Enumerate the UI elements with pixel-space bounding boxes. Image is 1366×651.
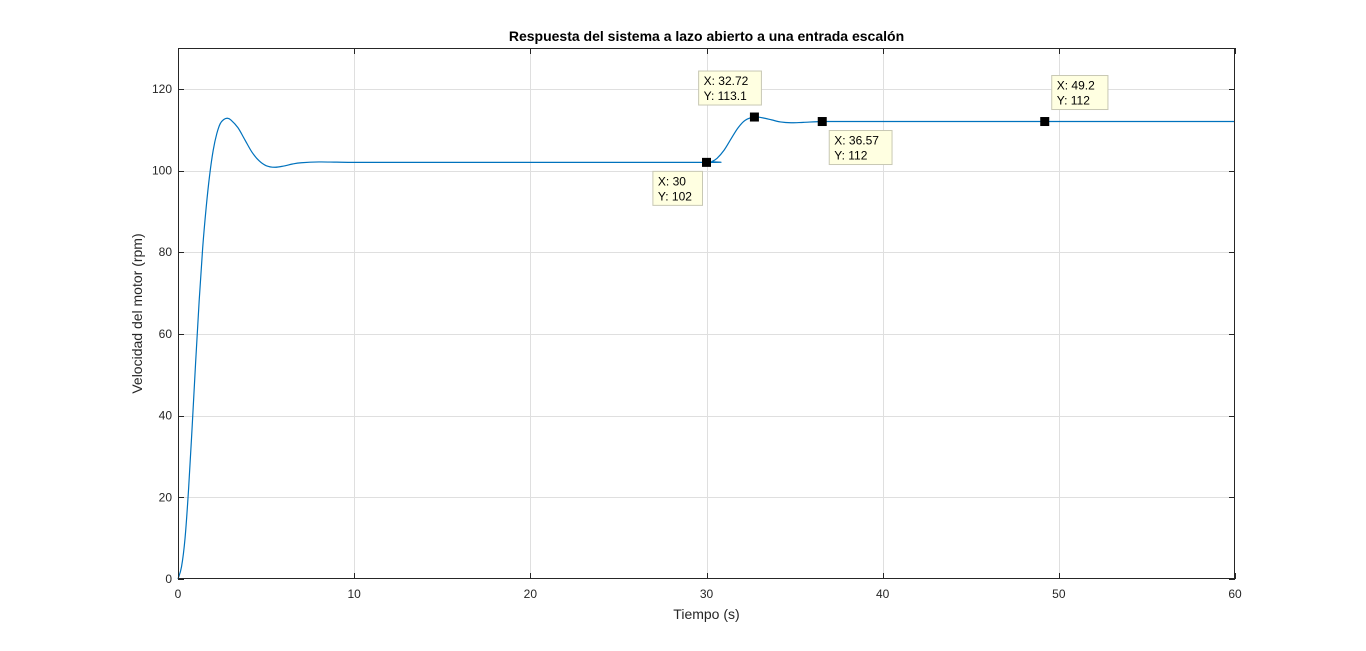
chart-title: Respuesta del sistema a lazo abierto a u… xyxy=(509,28,904,44)
datatip-box xyxy=(652,170,704,206)
x-tick-label: 40 xyxy=(876,587,890,601)
datatip-y-text: Y: 113.1 xyxy=(704,89,747,103)
datatip-x-text: X: 49.2 xyxy=(1057,79,1095,93)
series-layer xyxy=(177,116,1235,580)
x-tick-label: 50 xyxy=(1052,587,1066,601)
y-tick-label: 60 xyxy=(159,327,173,341)
datatip-y-text: Y: 112 xyxy=(1057,94,1090,108)
datatip-box xyxy=(828,130,893,166)
y-tick-label: 80 xyxy=(159,245,173,259)
datatip-x-text: X: 30 xyxy=(658,174,686,188)
datatip[interactable]: X: 30Y: 102 xyxy=(652,157,711,206)
y-tick-label: 0 xyxy=(165,572,172,586)
y-tick-label: 120 xyxy=(152,82,172,96)
datatip-x-text: X: 32.72 xyxy=(704,74,749,88)
datatip[interactable]: X: 36.57Y: 112 xyxy=(817,117,893,166)
axis-ticks: 0 10 20 30 40 50 60 0 20 40 60 80 100 120 xyxy=(152,48,1242,601)
x-tick-label: 60 xyxy=(1228,587,1242,601)
axes-box xyxy=(178,48,1235,579)
datatip-marker[interactable] xyxy=(1040,117,1050,127)
datatip[interactable]: X: 32.72Y: 113.1 xyxy=(698,70,762,122)
datatip-marker[interactable] xyxy=(817,117,827,127)
datatip[interactable]: X: 49.2Y: 112 xyxy=(1040,75,1109,127)
datatip-y-text: Y: 112 xyxy=(834,149,867,163)
x-tick-label: 10 xyxy=(347,587,361,601)
x-tick-label: 0 xyxy=(175,587,182,601)
y-tick-label: 40 xyxy=(159,409,173,423)
y-tick-label: 100 xyxy=(152,164,172,178)
datatip-x-text: X: 36.57 xyxy=(834,134,879,148)
y-axis-label: Velocidad del motor (rpm) xyxy=(129,233,145,393)
datatip-y-text: Y: 102 xyxy=(658,189,692,203)
series-line xyxy=(177,116,1235,580)
x-tick-label: 30 xyxy=(700,587,714,601)
datatip-marker[interactable] xyxy=(749,112,759,122)
datatip-box xyxy=(698,70,762,106)
datatip-box xyxy=(1051,75,1109,111)
y-tick-label: 20 xyxy=(159,490,173,504)
axes-background xyxy=(178,48,1235,579)
x-axis-label: Tiempo (s) xyxy=(673,606,739,622)
datatip-marker[interactable] xyxy=(702,157,711,167)
x-tick-label: 20 xyxy=(524,587,538,601)
